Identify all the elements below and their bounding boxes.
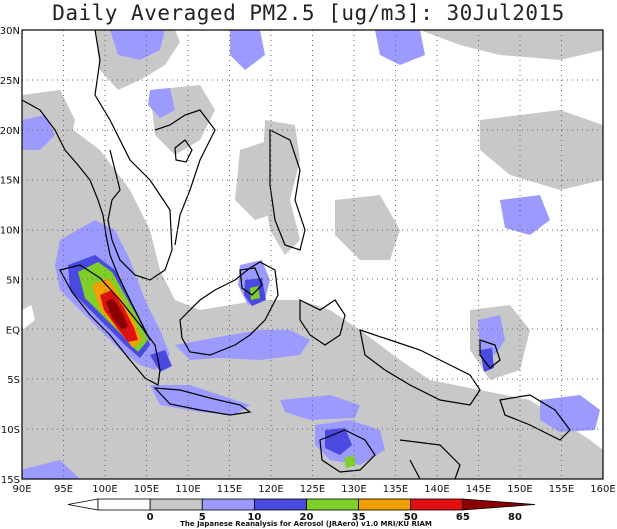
- colorbar: 0 5 10 20 35 50 65 80: [67, 498, 536, 523]
- colorbar-arrow-right: [462, 498, 536, 511]
- plot-frame: [21, 29, 604, 480]
- colorbar-swatch: [253, 498, 307, 511]
- lon-label: 120E: [258, 484, 283, 495]
- lon-label: 100E: [92, 484, 117, 495]
- lon-label: 155E: [549, 484, 574, 495]
- colorbar-label: 5: [199, 512, 206, 523]
- colorbar-swatch: [306, 498, 360, 511]
- lat-label: 30N: [0, 26, 20, 37]
- lat-label: 25N: [0, 76, 20, 87]
- field-above-80: [106, 298, 128, 330]
- grid-lines: [22, 30, 603, 479]
- colorbar-label: 0: [147, 512, 154, 523]
- colorbar-swatch: [97, 498, 151, 511]
- lon-label: 130E: [341, 484, 366, 495]
- colorbar-label: 80: [508, 512, 522, 523]
- lon-label: 125E: [300, 484, 325, 495]
- colorbar-arrow-left: [67, 498, 99, 511]
- lon-label: 105E: [134, 484, 159, 495]
- colorbar-swatch: [201, 498, 255, 511]
- lat-label: 15N: [0, 176, 20, 187]
- colorbar-label: 50: [404, 512, 418, 523]
- lat-label: 5N: [6, 275, 20, 286]
- colorbar-label: 35: [352, 512, 366, 523]
- latitude-labels: 30N 25N 20N 15N 10N 5N EQ 5S 10S 15S: [0, 26, 20, 486]
- lon-label: 95E: [54, 484, 73, 495]
- lon-label: 145E: [466, 484, 491, 495]
- lon-label: 160E: [590, 484, 615, 495]
- colorbar-label: 20: [300, 512, 314, 523]
- longitude-labels: 90E 95E 100E 105E 110E 115E 120E 125E 130E 135E 14…: [12, 484, 615, 495]
- lon-label: 150E: [507, 484, 532, 495]
- lon-label: 115E: [217, 484, 242, 495]
- lat-label: 5S: [7, 375, 20, 386]
- map-title: Daily Averaged PM2.5 [ug/m3]: 30Jul2015: [52, 1, 565, 25]
- lat-label: 10N: [0, 226, 20, 237]
- colorbar-swatch: [410, 498, 464, 511]
- lon-label: 90E: [12, 484, 31, 495]
- lon-label: 135E: [383, 484, 408, 495]
- lon-label: 140E: [424, 484, 449, 495]
- lat-label: 15S: [1, 475, 20, 486]
- lat-label: 20N: [0, 126, 20, 137]
- coastlines: [22, 30, 571, 479]
- lat-label: 10S: [1, 425, 20, 436]
- lon-label: 110E: [175, 484, 200, 495]
- colorbar-label: 65: [456, 512, 470, 523]
- colorbar-swatch: [358, 498, 412, 511]
- credit-text: The Japanese Reanalysis for Aerosol (JRA…: [180, 520, 432, 528]
- colorbar-label: 10: [247, 512, 261, 523]
- colorbar-swatch: [149, 498, 203, 511]
- lat-label: EQ: [6, 325, 20, 336]
